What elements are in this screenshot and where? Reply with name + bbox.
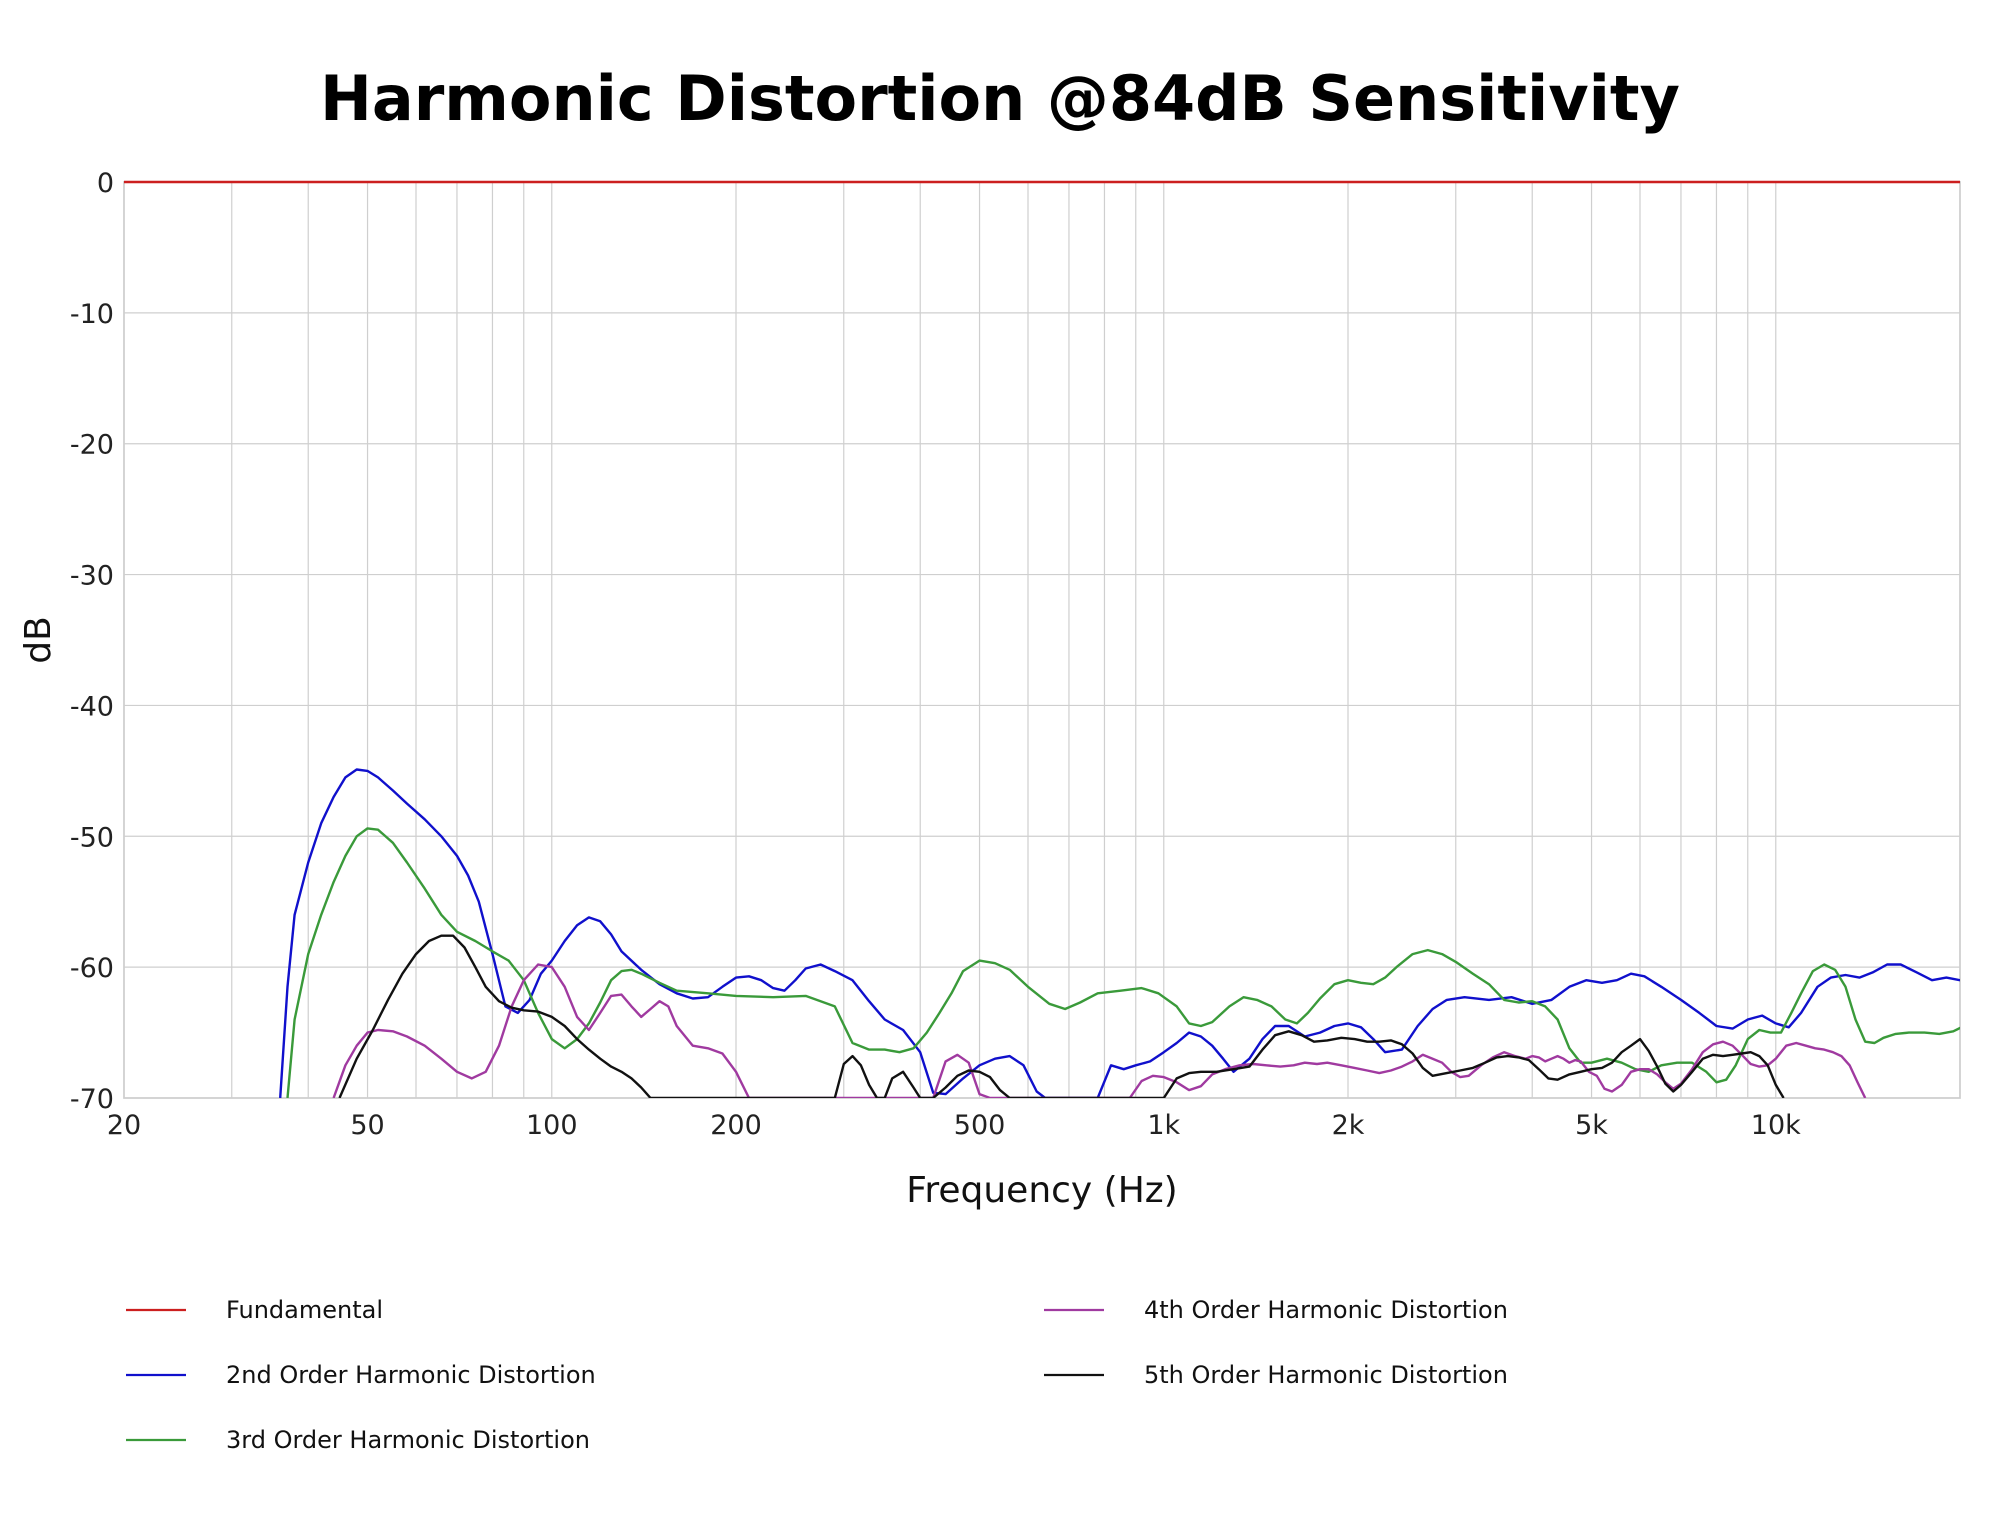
- series-line-2: [279, 768, 1960, 1098]
- series-layer: [124, 180, 1960, 1098]
- x-tick-label: 5k: [1575, 1110, 1608, 1141]
- legend-item: Fundamental: [126, 1296, 383, 1324]
- x-axis-title: Frequency (Hz): [906, 1170, 1177, 1211]
- x-tick-label: 100: [526, 1110, 578, 1141]
- x-tick-label: 50: [350, 1110, 384, 1141]
- x-tick-label: 2k: [1332, 1110, 1365, 1141]
- legend-label: Fundamental: [226, 1296, 383, 1324]
- y-axis-title: dB: [18, 616, 59, 664]
- legend-item: 4th Order Harmonic Distortion: [1044, 1296, 1508, 1324]
- y-tick-label: 0: [97, 168, 114, 199]
- x-tick-label: 200: [710, 1110, 762, 1141]
- plot-frame: [123, 181, 1961, 1099]
- legend-label: 2nd Order Harmonic Distortion: [226, 1361, 596, 1389]
- legend-label: 5th Order Harmonic Distortion: [1144, 1361, 1508, 1389]
- series-line-3: [286, 827, 1960, 1098]
- y-tick-label: -60: [70, 953, 114, 984]
- grid-layer: [123, 181, 1961, 1099]
- series-line-4: [332, 963, 1867, 1098]
- legend-label: 4th Order Harmonic Distortion: [1144, 1296, 1508, 1324]
- legend-item: 3rd Order Harmonic Distortion: [126, 1426, 590, 1454]
- legend-label: 3rd Order Harmonic Distortion: [226, 1426, 590, 1454]
- y-tick-label: -20: [70, 430, 114, 461]
- y-tick-label: -30: [70, 561, 114, 592]
- x-tick-label: 1k: [1147, 1110, 1180, 1141]
- x-tick-label: 20: [107, 1110, 141, 1141]
- legend-item: 5th Order Harmonic Distortion: [1044, 1361, 1508, 1389]
- chart-title: Harmonic Distortion @84dB Sensitivity: [320, 62, 1680, 135]
- y-tick-label: -50: [70, 822, 114, 853]
- series-line-5: [338, 934, 1785, 1098]
- y-tick-label: -70: [70, 1084, 114, 1115]
- legend: Fundamental 2nd Order Harmonic Distortion…: [126, 1296, 1508, 1454]
- x-tick-label: 500: [954, 1110, 1006, 1141]
- y-tick-label: -10: [70, 299, 114, 330]
- y-tick-label: -40: [70, 691, 114, 722]
- x-tick-label: 10k: [1751, 1110, 1801, 1141]
- legend-item: 2nd Order Harmonic Distortion: [126, 1361, 596, 1389]
